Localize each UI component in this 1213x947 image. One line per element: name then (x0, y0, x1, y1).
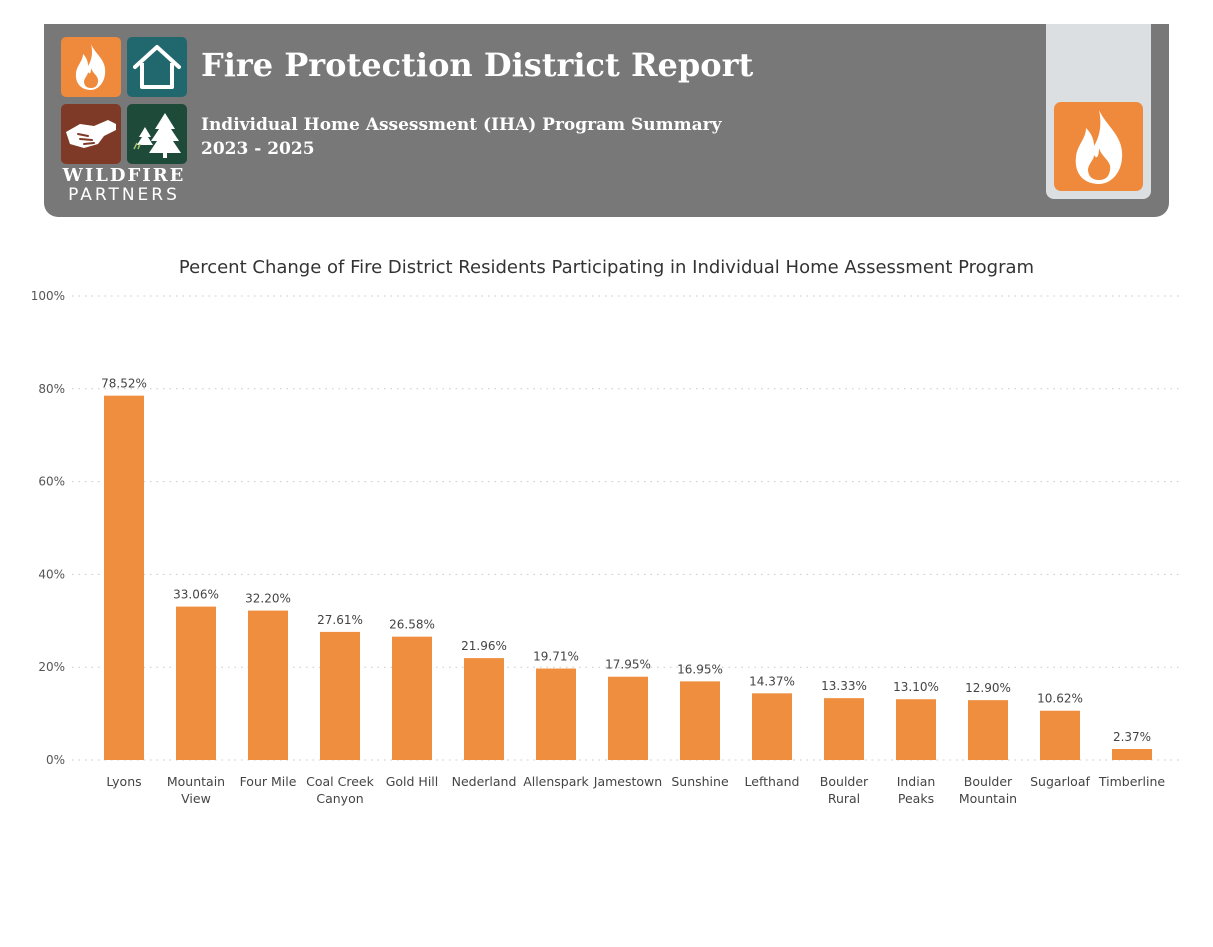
bar (896, 699, 936, 760)
report-years: 2023 - 2025 (201, 139, 315, 159)
bar (752, 693, 792, 760)
x-tick-label: Sugarloaf (1030, 774, 1090, 789)
x-tick-label: Timberline (1098, 774, 1166, 789)
data-label: 27.61% (317, 613, 363, 627)
report-subtitle: Individual Home Assessment (IHA) Program… (201, 115, 722, 135)
bar (320, 631, 360, 760)
y-tick-label: 40% (38, 567, 65, 581)
x-tick-label: Lyons (106, 774, 141, 789)
x-tick-label: Allenspark (523, 774, 589, 789)
data-label: 33.06% (173, 588, 219, 602)
data-label: 13.33% (821, 679, 867, 693)
y-tick-label: 60% (38, 475, 65, 489)
x-tick-label: Mountain (959, 791, 1017, 806)
x-tick-label: Gold Hill (386, 774, 439, 789)
house-icon (127, 37, 187, 97)
report-title: Fire Protection District Report (201, 46, 754, 84)
bar (104, 395, 144, 760)
x-tick-label: Coal Creek (306, 774, 374, 789)
data-label: 13.10% (893, 680, 939, 694)
data-label: 17.95% (605, 658, 651, 672)
data-label: 14.37% (749, 674, 795, 688)
chart-title: Percent Change of Fire District Resident… (178, 257, 1035, 278)
handshake-icon (61, 104, 121, 164)
x-tick-label: Nederland (452, 774, 517, 789)
y-tick-label: 0% (46, 753, 65, 767)
bar (680, 681, 720, 760)
side-logo-panel (1046, 24, 1151, 199)
y-tick-label: 20% (38, 660, 65, 674)
data-label: 16.95% (677, 662, 723, 676)
data-label: 10.62% (1037, 692, 1083, 706)
y-tick-label: 80% (38, 382, 65, 396)
bar (1040, 710, 1080, 760)
flame-icon (1054, 102, 1143, 191)
brand-name-wildfire: WILDFIRE (62, 165, 186, 186)
x-tick-label: Sunshine (671, 774, 729, 789)
x-tick-label: Lefthand (745, 774, 800, 789)
x-tick-label: Indian (897, 774, 936, 789)
y-tick-label: 100% (31, 289, 65, 303)
x-tick-label: Boulder (820, 774, 869, 789)
bar (608, 676, 648, 760)
bar (176, 606, 216, 760)
x-tick-label: Jamestown (593, 774, 662, 789)
trees-icon (127, 104, 187, 164)
report-header-banner: WILDFIRE PARTNERS Fire Protection Distri… (44, 24, 1169, 217)
flame-icon (61, 37, 121, 97)
x-tick-label: Four Mile (240, 774, 297, 789)
bar (464, 658, 504, 760)
bar (1112, 749, 1152, 760)
x-tick-label: Boulder (964, 774, 1013, 789)
data-label: 2.37% (1113, 730, 1151, 744)
x-tick-label: Peaks (898, 791, 934, 806)
x-tick-label: Mountain (167, 774, 225, 789)
data-label: 12.90% (965, 681, 1011, 695)
bar (536, 668, 576, 760)
bar (824, 698, 864, 760)
data-label: 19.71% (533, 650, 579, 664)
brand-name-partners: PARTNERS (68, 185, 180, 205)
x-tick-label: Canyon (316, 791, 363, 806)
bar (392, 636, 432, 760)
data-label: 21.96% (461, 639, 507, 653)
data-label: 78.52% (101, 377, 147, 391)
x-tick-label: View (181, 791, 211, 806)
bar (248, 610, 288, 760)
data-label: 26.58% (389, 618, 435, 632)
data-label: 32.20% (245, 592, 291, 606)
bar (968, 700, 1008, 760)
x-tick-label: Rural (828, 791, 860, 806)
